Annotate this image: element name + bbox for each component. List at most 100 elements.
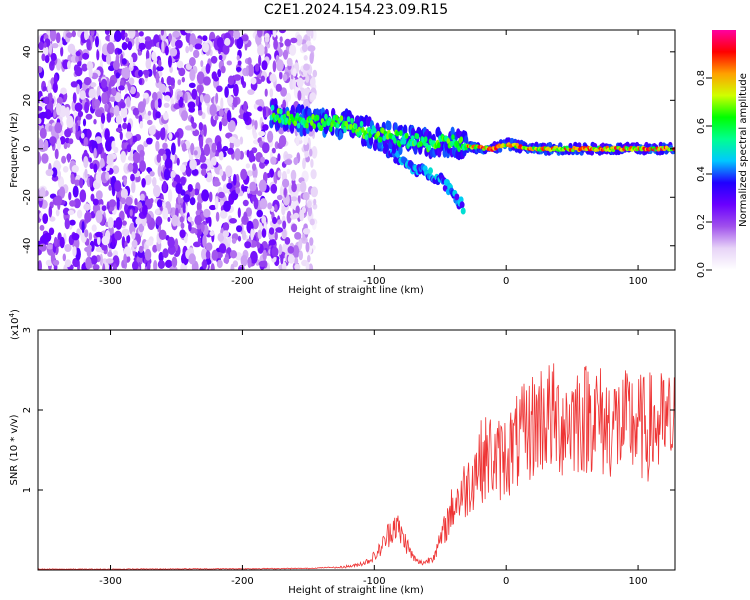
x-tick-label: 100 — [629, 276, 648, 287]
heatmap-cell — [283, 187, 287, 198]
heatmap-cell — [261, 228, 267, 238]
heatmap-cell — [275, 83, 282, 92]
heatmap-cell — [49, 136, 57, 145]
heatmap-cell — [309, 148, 313, 157]
heatmap-cell — [291, 196, 298, 202]
heatmap-cell — [327, 117, 332, 123]
heatmap-cell — [247, 170, 253, 177]
heatmap-cell — [45, 169, 54, 177]
heatmap-cell — [42, 213, 49, 225]
heatmap-cell — [126, 144, 132, 153]
heatmap-cell — [139, 149, 145, 158]
heatmap-cell — [279, 71, 283, 80]
heatmap-cell — [89, 162, 94, 170]
heatmap-cell — [67, 43, 76, 54]
heatmap-cell — [114, 180, 122, 193]
heatmap-cell — [120, 30, 126, 41]
heatmap-cell — [90, 255, 98, 265]
heatmap-cell — [282, 113, 287, 120]
heatmap-cell — [75, 50, 81, 57]
heatmap-cell — [55, 32, 61, 44]
heatmap-cell — [82, 52, 90, 60]
heatmap-cell — [157, 164, 162, 178]
heatmap-cell — [180, 263, 186, 270]
heatmap-cell — [203, 143, 211, 157]
heatmap-cell — [208, 216, 212, 228]
heatmap-cell — [282, 178, 290, 188]
heatmap-cell — [88, 157, 92, 163]
heatmap-cell — [229, 218, 237, 224]
heatmap-cell — [227, 147, 235, 155]
heatmap-cell — [391, 143, 397, 154]
heatmap-cell — [167, 189, 173, 203]
heatmap-cell — [312, 69, 318, 78]
heatmap-cell — [209, 204, 217, 211]
heatmap-cell — [63, 142, 68, 150]
heatmap-cell — [229, 141, 234, 150]
heatmap-cell — [188, 44, 194, 52]
heatmap-cell — [227, 120, 236, 133]
heatmap-cell — [138, 69, 143, 77]
heatmap-cell — [198, 110, 203, 116]
heatmap-cell — [181, 142, 187, 152]
heatmap-cell — [121, 236, 126, 249]
heatmap-cell — [84, 211, 92, 223]
heatmap-cell — [245, 65, 249, 77]
heatmap-cell — [177, 191, 181, 205]
heatmap-cell — [205, 242, 213, 251]
x-tick-label: -200 — [231, 276, 254, 287]
heatmap-cell — [162, 248, 169, 259]
heatmap-cell — [294, 263, 301, 270]
heatmap-cell — [161, 40, 165, 54]
heatmap-cell — [174, 131, 180, 138]
heatmap-cell — [208, 191, 213, 203]
heatmap-cell — [279, 30, 286, 34]
heatmap-cell — [193, 188, 200, 196]
heatmap-cell — [83, 156, 89, 168]
heatmap-cell — [99, 158, 105, 168]
heatmap-cell — [59, 186, 66, 199]
heatmap-cell — [226, 110, 232, 123]
heatmap-cell — [49, 30, 57, 42]
heatmap-cell — [222, 44, 230, 55]
heatmap-cell — [295, 34, 303, 46]
colorbar-tick-label: 0.6 — [696, 118, 707, 134]
heatmap-cell — [168, 33, 173, 42]
heatmap-cell — [145, 239, 154, 247]
heatmap-cell — [53, 259, 60, 266]
heatmap-cell — [310, 158, 314, 168]
heatmap-cell — [236, 36, 244, 50]
heatmap-cell — [38, 249, 42, 256]
heatmap-cell — [223, 112, 228, 120]
heatmap-cell — [42, 86, 47, 92]
heatmap-cell — [55, 209, 60, 217]
heatmap-cell — [307, 254, 311, 263]
heatmap-cell — [149, 171, 155, 177]
heatmap-cell — [68, 138, 74, 145]
heatmap-cell — [200, 223, 205, 233]
heatmap-cell — [202, 234, 207, 248]
heatmap-cell — [111, 233, 116, 247]
snr-line-layer — [38, 363, 675, 570]
heatmap-cell — [162, 142, 168, 150]
heatmap-cell — [312, 123, 317, 130]
heatmap-cell — [213, 76, 220, 82]
heatmap-cell — [137, 101, 146, 113]
heatmap-cell — [74, 102, 83, 112]
heatmap-cell — [152, 63, 156, 76]
heatmap-cell — [319, 125, 324, 132]
heatmap-cell — [59, 136, 66, 145]
snr-y-label: SNR (10 * v/v) — [9, 414, 20, 485]
heatmap-cell — [218, 121, 223, 132]
heatmap-cell — [112, 263, 117, 270]
heatmap-cell — [263, 159, 270, 165]
heatmap-cell — [218, 151, 224, 161]
heatmap-cell — [306, 30, 312, 37]
heatmap-cell — [124, 32, 128, 38]
heatmap-cell — [67, 209, 75, 216]
heatmap-cell — [240, 168, 248, 181]
heatmap-cell — [126, 96, 131, 108]
heatmap-cell — [201, 248, 208, 261]
heatmap-cell — [312, 203, 318, 210]
heatmap-cell — [56, 138, 62, 151]
